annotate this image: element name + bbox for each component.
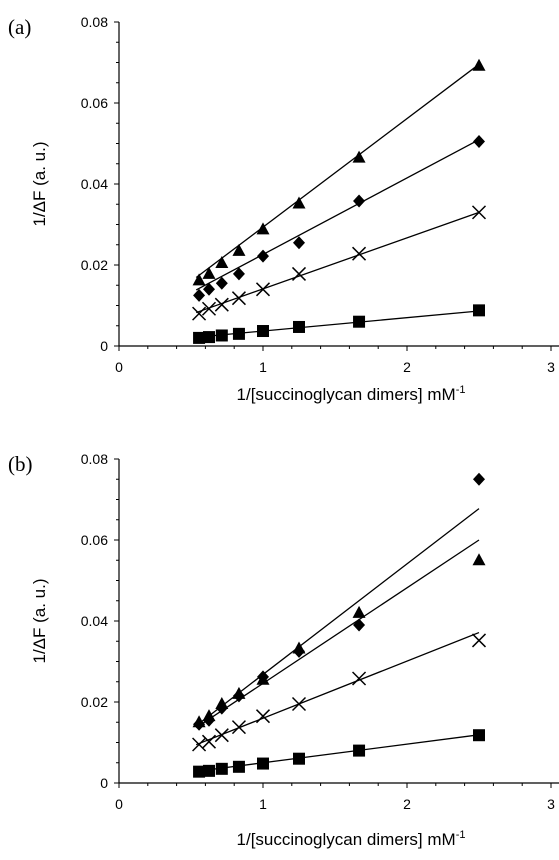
y-tick-label: 0.08: [81, 14, 108, 30]
x-tick-label: 2: [403, 796, 411, 812]
x-tick-label: 2: [403, 359, 411, 375]
point-triangle: [203, 709, 216, 721]
x-axis-title-main: 1/[succinoglycan dimers] mM: [237, 385, 456, 404]
y-tick-label: 0.02: [81, 694, 108, 710]
y-tick-label: 0.04: [81, 613, 108, 629]
y-tick-label: 0.08: [81, 451, 108, 467]
y-axis-title: 1/ΔF (a. u.): [30, 141, 49, 226]
point-square: [293, 321, 305, 333]
point-cross: [473, 206, 486, 219]
point-square: [257, 758, 269, 770]
x-tick-label: 3: [547, 359, 555, 375]
point-square: [473, 304, 485, 316]
chart-panel-b: (b) 0 0.02 0.04 0.06 0.08 0 1 2 3 1/ΔF (a. u.) 1…: [8, 451, 559, 849]
point-triangle: [193, 273, 206, 285]
y-tick-label: 0.02: [81, 257, 108, 273]
point-square: [257, 325, 269, 337]
point-cross: [257, 283, 270, 296]
point-triangle: [473, 59, 486, 71]
x-tick-label: 0: [115, 796, 123, 812]
point-square: [203, 331, 215, 343]
y-tick-label: 0.06: [81, 532, 108, 548]
point-cross: [215, 729, 228, 742]
point-diamond: [193, 289, 205, 302]
chart-panel-a: (a) 0 0.02 0.04 0.06 0.08 0 1 2 3 1/ΔF (a. u.) 1…: [8, 14, 559, 404]
point-cross: [232, 292, 245, 305]
point-triangle: [293, 196, 306, 208]
point-square: [233, 328, 245, 340]
x-axis-title: 1/[succinoglycan dimers] mM-1: [237, 829, 466, 849]
point-square: [216, 329, 228, 341]
point-square: [353, 316, 365, 328]
fit-line-diamond: [196, 140, 479, 290]
point-diamond: [353, 619, 365, 632]
point-cross: [232, 721, 245, 734]
y-tick-label: 0.06: [81, 95, 108, 111]
y-tick-label: 0: [100, 338, 108, 354]
x-tick-label: 1: [259, 359, 267, 375]
panel-label: (a): [8, 15, 31, 39]
point-triangle: [203, 267, 216, 279]
x-tick-label: 0: [115, 359, 123, 375]
point-triangle: [353, 606, 366, 618]
x-tick-label: 3: [547, 796, 555, 812]
point-cross: [193, 738, 206, 751]
x-axis-title-exponent: -1: [456, 829, 466, 841]
y-tick-label: 0.04: [81, 176, 108, 192]
point-triangle: [473, 553, 486, 565]
x-tick-label: 1: [259, 796, 267, 812]
y-axis-title: 1/ΔF (a. u.): [30, 578, 49, 663]
y-tick-label: 0: [100, 775, 108, 791]
point-square: [293, 753, 305, 765]
panel-label: (b): [8, 452, 33, 476]
point-cross: [473, 634, 486, 647]
point-cross: [293, 698, 306, 711]
point-square: [203, 765, 215, 777]
point-triangle: [193, 715, 206, 727]
point-square: [216, 763, 228, 775]
point-triangle: [353, 151, 366, 163]
point-triangle: [232, 244, 245, 256]
x-axis-title-exponent: -1: [456, 384, 466, 396]
x-axis-title-main: 1/[succinoglycan dimers] mM: [237, 830, 456, 849]
point-square: [353, 745, 365, 757]
point-diamond: [473, 473, 485, 486]
point-square: [473, 729, 485, 741]
point-square: [233, 761, 245, 773]
point-diamond: [473, 135, 485, 148]
x-axis-title: 1/[succinoglycan dimers] mM-1: [237, 384, 466, 404]
